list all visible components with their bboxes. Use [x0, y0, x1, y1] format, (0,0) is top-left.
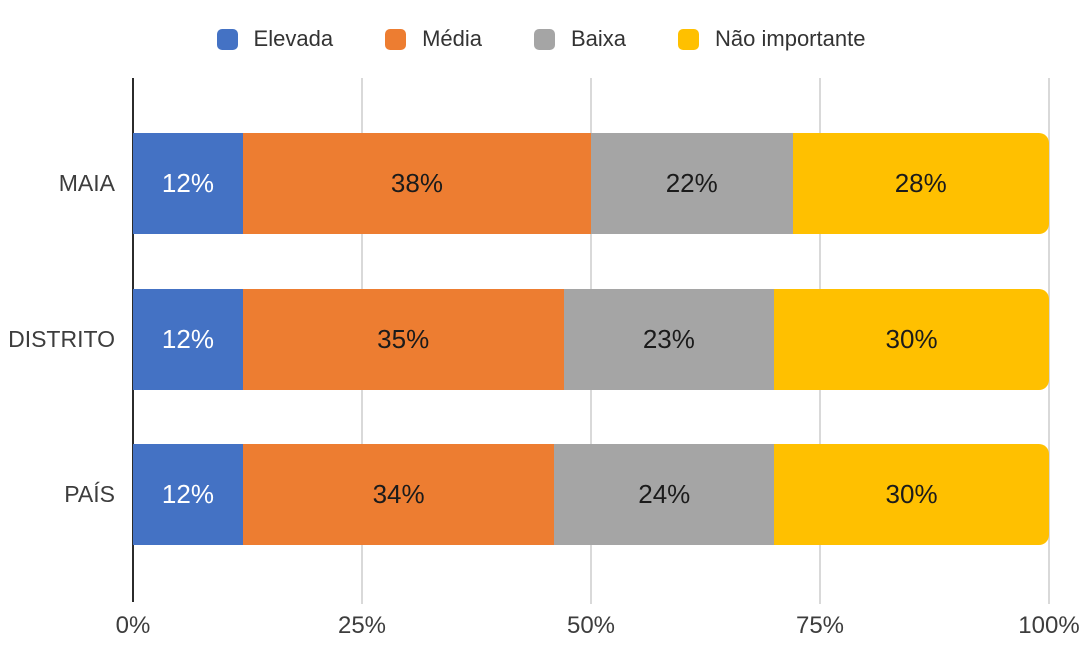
legend-swatch-icon [385, 28, 407, 50]
category-label: MAIA [58, 169, 115, 196]
x-tick-label: 100% [1018, 612, 1080, 639]
bar-segment: 22% [590, 132, 793, 234]
bar-segment-label: 23% [642, 323, 695, 354]
bar-segment-label: 34% [372, 479, 425, 510]
plot-area: 12% 38% 22% 28% 12% 35% 23% 30% 12% 34% 24% 30% [132, 78, 1050, 604]
bar-segment-label: 30% [885, 479, 938, 510]
bar-segment: 23% [563, 288, 775, 390]
bar-segment-label: 12% [161, 167, 214, 198]
bar-segment: 12% [133, 288, 243, 390]
legend-item-2: Baixa [533, 26, 627, 52]
legend: Elevada Média Baixa Não importante [0, 26, 1082, 52]
bar-segment: 24% [554, 444, 775, 546]
bar-segment-label: 12% [161, 323, 214, 354]
bar-segment-label: 28% [894, 167, 947, 198]
legend-swatch-icon [216, 28, 238, 50]
legend-item-0: Elevada [216, 26, 334, 52]
x-tick-label: 25% [337, 612, 387, 639]
legend-label: Baixa [570, 26, 627, 51]
bar-segment: 12% [133, 132, 243, 234]
bar-row-maia: 12% 38% 22% 28% [133, 132, 1049, 234]
bar-segment-label: 24% [638, 479, 691, 510]
category-label: PAÍS [64, 481, 115, 508]
legend-swatch-icon [678, 28, 700, 50]
bar-segment-label: 30% [885, 323, 938, 354]
bar-segment-label: 35% [377, 323, 430, 354]
bar-segment: 35% [242, 288, 564, 390]
legend-label: Elevada [253, 26, 334, 51]
category-axis-labels: MAIA DISTRITO PAÍS [0, 78, 115, 600]
bar-segment-label: 38% [390, 167, 443, 198]
legend-item-1: Média [385, 26, 482, 52]
legend-label: Média [422, 26, 482, 51]
bar-segment-label: 12% [161, 479, 214, 510]
bar-segment: 28% [792, 132, 1049, 234]
x-tick-label: 75% [795, 612, 845, 639]
legend-label: Não importante [715, 26, 866, 51]
bar-row-país: 12% 34% 24% 30% [133, 444, 1049, 546]
bar-segment: 30% [774, 288, 1049, 390]
bar-segment-label: 22% [665, 167, 718, 198]
category-label: DISTRITO [8, 325, 115, 352]
bar-segment: 12% [133, 444, 243, 546]
bar-row-distrito: 12% 35% 23% 30% [133, 288, 1049, 390]
bars-container: 12% 38% 22% 28% 12% 35% 23% 30% 12% 34% 24% 30% [133, 78, 1049, 600]
x-tick-label: 50% [566, 612, 616, 639]
gridline-100 [1048, 78, 1050, 604]
x-tick-label: 0% [115, 612, 151, 639]
x-axis: 0% 25% 50% 75% 100% [116, 600, 1080, 660]
legend-swatch-icon [533, 28, 555, 50]
bar-segment: 38% [242, 132, 591, 234]
bar-segment: 30% [774, 444, 1049, 546]
bar-segment: 34% [242, 444, 555, 546]
legend-item-3: Não importante [678, 26, 865, 52]
